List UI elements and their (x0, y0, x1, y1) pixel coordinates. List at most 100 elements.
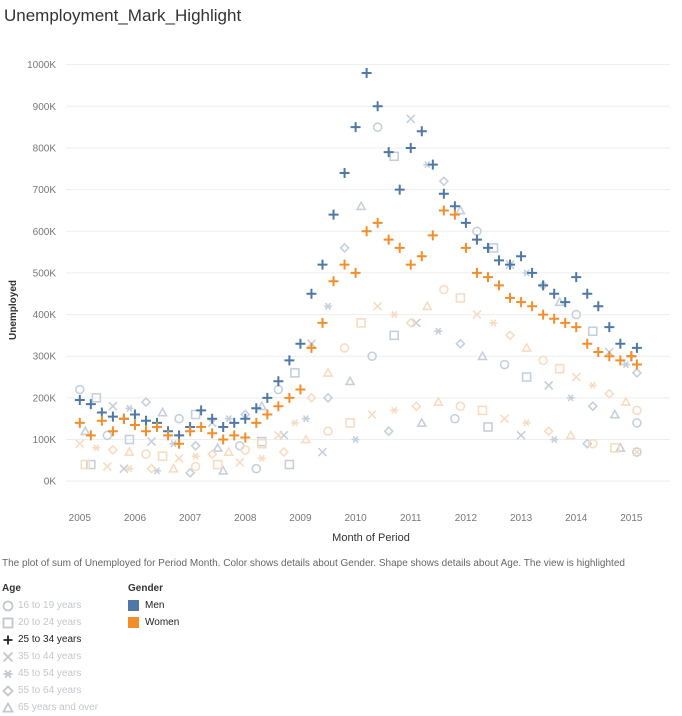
point-women[interactable] (416, 251, 427, 262)
age-legend-item[interactable]: 20 to 24 years (2, 614, 98, 631)
point-women[interactable] (229, 430, 240, 441)
point-women[interactable] (383, 234, 394, 245)
point-women[interactable] (185, 426, 196, 437)
point-women[interactable] (129, 419, 140, 430)
point-women[interactable] (471, 267, 482, 278)
point-men[interactable] (229, 417, 240, 428)
point-men[interactable] (394, 184, 405, 195)
point-women[interactable] (273, 401, 284, 412)
point-women[interactable] (350, 267, 361, 278)
point-women[interactable] (328, 276, 339, 287)
point-men[interactable] (317, 259, 328, 270)
point-women[interactable] (262, 409, 273, 420)
point-women[interactable] (196, 422, 207, 433)
point-men[interactable] (516, 251, 527, 262)
age-legend-item[interactable]: 45 to 54 years (2, 665, 98, 682)
point-men[interactable] (207, 413, 218, 424)
point-women[interactable] (549, 313, 560, 324)
point-men[interactable] (74, 394, 85, 405)
point-men[interactable] (262, 392, 273, 403)
point-women[interactable] (582, 338, 593, 349)
point-men[interactable] (505, 259, 516, 270)
point-women[interactable] (631, 359, 642, 370)
point-men[interactable] (582, 288, 593, 299)
point-women[interactable] (284, 392, 295, 403)
point-women[interactable] (118, 413, 129, 424)
point-men[interactable] (538, 280, 549, 291)
point-men[interactable] (427, 159, 438, 170)
point-women[interactable] (538, 309, 549, 320)
point-women[interactable] (626, 351, 637, 362)
point-men[interactable] (405, 142, 416, 153)
point-men[interactable] (361, 67, 372, 78)
point-women[interactable] (152, 422, 163, 433)
point-men[interactable] (328, 209, 339, 220)
point-women[interactable] (107, 426, 118, 437)
point-men[interactable] (306, 288, 317, 299)
point-women[interactable] (449, 209, 460, 220)
point-men[interactable] (339, 167, 350, 178)
point-women[interactable] (438, 205, 449, 216)
age-legend-item[interactable]: 65 years and over (2, 699, 98, 716)
point-women[interactable] (163, 430, 174, 441)
point-men[interactable] (494, 255, 505, 266)
point-women[interactable] (240, 432, 251, 443)
point-women[interactable] (460, 242, 471, 253)
point-women[interactable] (372, 217, 383, 228)
point-women[interactable] (85, 430, 96, 441)
point-women[interactable] (394, 242, 405, 253)
gender-legend-item[interactable]: Women (128, 614, 179, 631)
point-men[interactable] (549, 288, 560, 299)
point-men[interactable] (383, 147, 394, 158)
point-men[interactable] (85, 399, 96, 410)
point-men[interactable] (284, 355, 295, 366)
point-women[interactable] (427, 230, 438, 241)
point-men[interactable] (295, 338, 306, 349)
point-women[interactable] (615, 355, 626, 366)
point-women[interactable] (218, 434, 229, 445)
point-women[interactable] (361, 226, 372, 237)
point-men[interactable] (196, 405, 207, 416)
point-women[interactable] (96, 415, 107, 426)
point-men[interactable] (107, 411, 118, 422)
age-legend-item[interactable]: 25 to 34 years (2, 631, 98, 648)
point-men[interactable] (604, 322, 615, 333)
point-women[interactable] (604, 351, 615, 362)
point-women[interactable] (306, 342, 317, 353)
point-men[interactable] (560, 297, 571, 308)
age-legend-item[interactable]: 35 to 44 years (2, 648, 98, 665)
point-men[interactable] (372, 101, 383, 112)
point-men[interactable] (251, 403, 262, 414)
point-men[interactable] (527, 267, 538, 278)
point-women[interactable] (571, 322, 582, 333)
point-men[interactable] (129, 409, 140, 420)
point-men[interactable] (593, 301, 604, 312)
highlighted-marks[interactable] (74, 67, 642, 449)
point-women[interactable] (505, 292, 516, 303)
point-women[interactable] (560, 317, 571, 328)
point-men[interactable] (571, 272, 582, 283)
point-women[interactable] (527, 301, 538, 312)
scatter-chart[interactable]: 0K 100K 200K 300K 400K 500K 600K 700K 800K 900K 10… (0, 40, 682, 550)
age-legend-item[interactable]: 16 to 19 years (2, 597, 98, 614)
point-women[interactable] (593, 347, 604, 358)
point-women[interactable] (295, 384, 306, 395)
gender-legend-item[interactable]: Men (128, 597, 179, 614)
point-women[interactable] (494, 280, 505, 291)
age-legend-item[interactable]: 55 to 64 years (2, 682, 98, 699)
point-men[interactable] (240, 413, 251, 424)
point-men[interactable] (350, 122, 361, 133)
point-men[interactable] (460, 217, 471, 228)
point-women[interactable] (339, 259, 350, 270)
point-women[interactable] (405, 259, 416, 270)
point-men[interactable] (273, 376, 284, 387)
point-women[interactable] (207, 428, 218, 439)
point-women[interactable] (140, 426, 151, 437)
point-women[interactable] (516, 297, 527, 308)
point-men[interactable] (218, 422, 229, 433)
point-men[interactable] (482, 242, 493, 253)
point-women[interactable] (174, 438, 185, 449)
point-women[interactable] (482, 272, 493, 283)
point-men[interactable] (615, 338, 626, 349)
point-men[interactable] (471, 234, 482, 245)
